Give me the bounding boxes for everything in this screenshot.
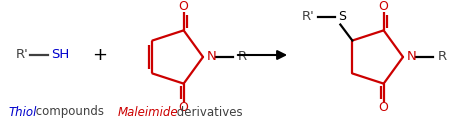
Text: R: R <box>238 51 247 64</box>
Text: R': R' <box>301 10 314 23</box>
Text: R: R <box>438 51 447 64</box>
Text: S: S <box>338 10 346 22</box>
Text: derivatives: derivatives <box>173 106 242 118</box>
Text: O: O <box>179 0 189 13</box>
Text: O: O <box>179 101 189 114</box>
Text: compounds: compounds <box>32 106 104 118</box>
Text: N: N <box>407 51 417 64</box>
Text: O: O <box>379 101 389 114</box>
Text: SH: SH <box>51 49 69 61</box>
Text: N: N <box>207 51 217 64</box>
Text: +: + <box>93 46 107 64</box>
Text: Thiol: Thiol <box>8 106 36 118</box>
Text: O: O <box>379 0 389 13</box>
Text: R': R' <box>16 49 29 61</box>
Text: Maleimide: Maleimide <box>118 106 178 118</box>
